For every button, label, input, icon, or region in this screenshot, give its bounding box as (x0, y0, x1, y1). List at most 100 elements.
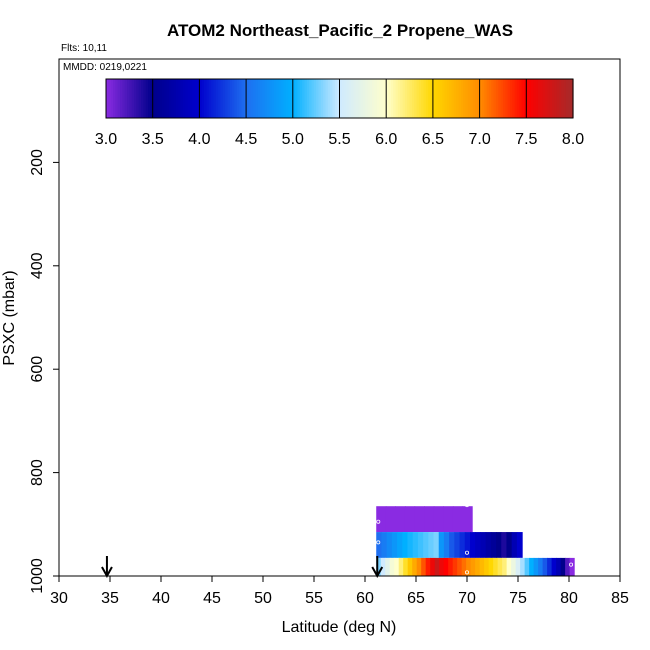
colorbar-segment (376, 79, 380, 118)
colorbar-segment (458, 79, 462, 118)
y-axis: 200 400 600 800 1000 (29, 149, 59, 594)
colorbar-segment (388, 79, 392, 118)
curtain-cell (439, 557, 445, 576)
curtain-cell (416, 557, 422, 576)
curtain-cell (485, 532, 492, 558)
curtain-cell (433, 532, 440, 558)
colorbar-segment (150, 79, 154, 118)
curtain-cell (506, 532, 513, 558)
curtain-cell (565, 557, 571, 576)
colorbar-segment (164, 79, 168, 118)
colorbar-segment (274, 79, 278, 118)
colorbar-segment (395, 79, 399, 118)
sample-marker (464, 503, 469, 508)
colorbar-segment (542, 79, 546, 118)
colorbar-segment (446, 79, 450, 118)
curtain-cell (493, 557, 499, 576)
curtain-cell (469, 532, 476, 558)
sample-marker (464, 570, 469, 575)
colorbar-segment (155, 79, 158, 118)
colorbar-segment (526, 79, 530, 118)
colorbar-segment (180, 79, 184, 118)
colorbar-segment (500, 79, 504, 118)
curtain-cell (470, 557, 476, 576)
colorbar-segment (332, 79, 336, 118)
curtain-cell (417, 532, 424, 558)
colorbar-segment (530, 79, 534, 118)
colorbar-segment (544, 79, 548, 118)
curtain-cell (511, 557, 517, 576)
curtain-cell (459, 532, 466, 558)
colorbar-segment (234, 79, 238, 118)
colorbar-segment (269, 79, 273, 118)
y-tick-label: 400 (29, 252, 46, 279)
colorbar-segment (297, 79, 301, 118)
colorbar-segment (353, 79, 357, 118)
curtain-cell (560, 557, 566, 576)
colorbar-segment (255, 79, 259, 118)
colorbar-segment (444, 79, 448, 118)
colorbar-segment (169, 79, 172, 118)
colorbar-segment (537, 79, 541, 118)
colorbar-segment (430, 79, 434, 118)
colorbar-segment (192, 79, 196, 118)
curtain-cell (452, 506, 464, 533)
curtain-cell (385, 506, 396, 533)
x-tick-label: 70 (458, 590, 476, 607)
plot-frame (58, 58, 621, 577)
colorbar-segment (465, 79, 469, 118)
colorbar-segment (341, 79, 345, 118)
colorbar-tick-label: 8.0 (562, 131, 584, 148)
colorbar-segment (257, 79, 261, 118)
curtain-plot (376, 506, 575, 576)
x-tick-label: 60 (356, 590, 374, 607)
curtain-cell (421, 557, 427, 576)
curtain-cell (490, 532, 497, 558)
colorbar-segment (437, 79, 441, 118)
curtain-cell (511, 532, 518, 558)
colorbar-segment (141, 79, 144, 118)
curtain-cell (386, 532, 393, 558)
curtain-cell (412, 557, 418, 576)
curtain-cell (407, 557, 413, 576)
x-tick-label: 55 (305, 590, 323, 607)
colorbar-segment (183, 79, 186, 118)
curtain-cell (407, 532, 414, 558)
colorbar-segment (250, 79, 254, 118)
colorbar-tick-label: 3.5 (142, 131, 164, 148)
curtain-cell (404, 506, 416, 533)
curtain-cell (434, 557, 440, 576)
colorbar-segment (393, 79, 397, 118)
colorbar-segment (246, 79, 250, 118)
colorbar-segment (360, 79, 364, 118)
chart-title: ATOM2 Northeast_Pacific_2 Propene_WAS (167, 21, 513, 40)
colorbar-segment (278, 79, 282, 118)
colorbar-segment (218, 79, 222, 118)
colorbar-segment (323, 79, 327, 118)
curtain-cell (443, 557, 449, 576)
colorbar-segment (157, 79, 161, 118)
colorbar-segment (386, 79, 390, 118)
colorbar-segment (549, 79, 553, 118)
colorbar-segment (304, 79, 308, 118)
colorbar-segment (498, 79, 502, 118)
colorbar-segment (313, 79, 317, 118)
colorbar-segment (414, 79, 418, 118)
colorbar-segment (369, 79, 373, 118)
colorbar-segment (108, 79, 112, 118)
colorbar-segment (316, 79, 320, 118)
colorbar-segment (334, 79, 338, 118)
colorbar-segment (556, 79, 560, 118)
colorbar-segment (554, 79, 558, 118)
colorbar-segment (432, 79, 436, 118)
colorbar-segment (400, 79, 404, 118)
colorbar-segment (348, 79, 352, 118)
colorbar-segment (162, 79, 165, 118)
colorbar-segment (521, 79, 525, 118)
x-tick-label: 50 (254, 590, 272, 607)
curtain-cell (425, 557, 431, 576)
colorbar-segment (201, 79, 205, 118)
colorbar-segment (204, 79, 208, 118)
colorbar-segment (190, 79, 193, 118)
colorbar-segment (439, 79, 443, 118)
